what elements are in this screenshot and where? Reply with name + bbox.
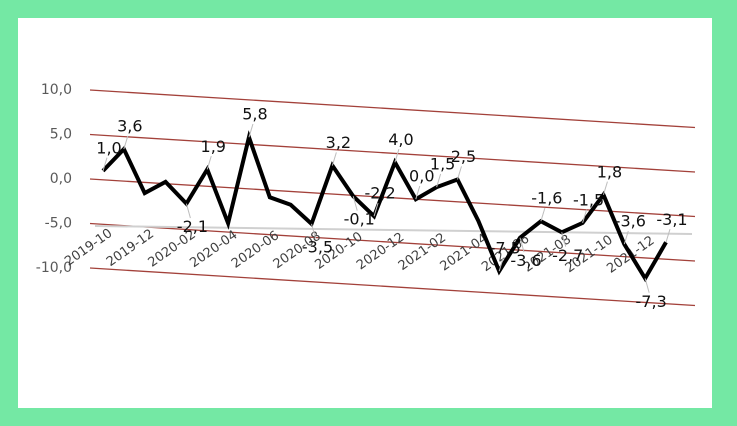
data-label: -2,2	[364, 184, 395, 203]
data-label: -1,5	[573, 190, 604, 209]
leader-line	[123, 135, 129, 150]
leader-line	[602, 181, 608, 195]
leader-line	[248, 123, 254, 138]
data-label: -3,1	[656, 210, 687, 229]
data-label: 5,8	[242, 105, 267, 124]
data-label: 3,6	[117, 117, 142, 136]
data-label: 1,8	[597, 162, 622, 181]
leader-line	[102, 157, 108, 172]
grid-line	[89, 89, 696, 129]
leader-line	[373, 202, 379, 217]
data-label: -3,6	[615, 212, 646, 231]
y-tick-label: 5,0	[50, 127, 72, 143]
data-line	[101, 130, 668, 283]
leader-line	[415, 185, 421, 200]
data-label: 1,0	[96, 138, 121, 157]
data-label: 3,2	[326, 133, 351, 152]
data-label: 1,5	[430, 155, 455, 174]
data-label: -3,5	[302, 237, 333, 256]
leader-line	[519, 237, 525, 253]
leader-line	[582, 209, 588, 224]
y-tick-label: 0,0	[50, 171, 72, 187]
grid-line	[89, 222, 696, 262]
leader-line	[311, 223, 317, 239]
x-axis-line	[94, 225, 693, 235]
leader-line	[644, 278, 650, 293]
leader-line	[352, 196, 358, 211]
data-label: -1,6	[531, 189, 562, 208]
data-label: -0,1	[344, 210, 375, 229]
data-label: -2,7	[552, 246, 583, 265]
leader-line	[498, 257, 504, 272]
data-label: 4,0	[388, 130, 413, 149]
leader-line	[561, 232, 567, 247]
data-label: -2,1	[177, 217, 208, 236]
leader-line	[206, 156, 212, 170]
leader-line	[436, 173, 442, 188]
data-label: 1,9	[201, 137, 226, 156]
data-label: -3,6	[510, 251, 541, 270]
leader-line	[331, 152, 337, 166]
leader-line	[457, 166, 462, 180]
leader-line	[665, 228, 671, 243]
chart-panel	[18, 18, 712, 408]
data-label: -7,3	[636, 292, 667, 311]
data-label: -7,5	[490, 239, 521, 258]
leader-line	[540, 207, 546, 222]
y-tick-label: 10,0	[41, 82, 72, 98]
y-tick-label: -5,0	[45, 216, 72, 232]
leader-line	[623, 230, 629, 245]
y-tick-label: -10,0	[36, 260, 72, 276]
leader-line	[185, 203, 191, 219]
grid-line	[89, 133, 696, 173]
data-label: 2,5	[451, 147, 476, 166]
grid-line	[89, 267, 696, 307]
data-label: 0,0	[409, 167, 434, 186]
leader-line	[394, 148, 400, 163]
